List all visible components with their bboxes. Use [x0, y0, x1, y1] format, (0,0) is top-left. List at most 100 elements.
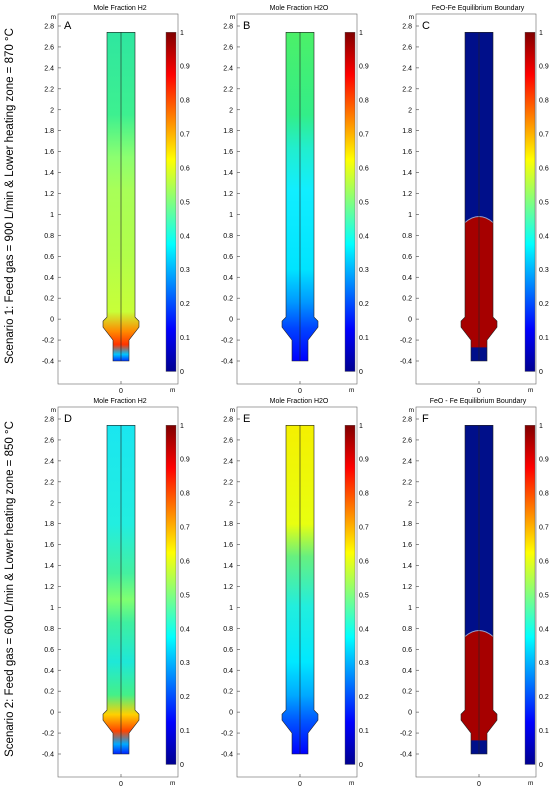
y-tick-label: 2.4	[44, 65, 54, 72]
panel-letter: E	[243, 413, 250, 425]
y-tick-label: 1.4	[223, 170, 233, 177]
y-tick-label: 0.2	[402, 296, 412, 303]
y-tick-label: 1.2	[223, 584, 233, 591]
colorbar-tick-label: 0.9	[539, 64, 549, 71]
y-tick-label: -0.2	[42, 731, 54, 738]
colorbar-tick-label: 1	[180, 423, 184, 430]
y-tick-label: 0.6	[44, 647, 54, 654]
y-tick-label: 0.4	[402, 275, 412, 282]
y-tick-label: 0.2	[44, 296, 54, 303]
y-tick-label: 2.8	[223, 24, 233, 31]
panel-letter: B	[243, 20, 250, 32]
colorbar-tick-label: 0.7	[180, 525, 190, 532]
y-tick-label: 0.2	[402, 689, 412, 696]
y-tick-label: 1.2	[44, 584, 54, 591]
y-tick-label: 1.4	[44, 170, 54, 177]
y-tick-label: 0.4	[223, 275, 233, 282]
colorbar-tick-label: 0.2	[539, 301, 549, 308]
y-unit-label: m	[409, 407, 414, 414]
axes-frame	[57, 13, 179, 385]
y-tick-label: 1.2	[402, 584, 412, 591]
y-tick-label: 2	[229, 107, 233, 114]
colorbar	[524, 425, 536, 765]
y-tick-label: -0.4	[221, 359, 233, 366]
y-tick-label: 2.2	[44, 86, 54, 93]
colorbar-tick-label: 0	[359, 762, 363, 769]
y-tick-label: -0.4	[42, 752, 54, 759]
x-unit-label: m	[528, 387, 533, 394]
y-tick-label: 1.8	[223, 128, 233, 135]
y-tick-label: 0	[50, 710, 54, 717]
y-tick-label: 2.6	[402, 44, 412, 51]
x-tick-label: 0	[298, 388, 302, 395]
colorbar-tick-label: 0.9	[539, 457, 549, 464]
y-tick-label: 2	[50, 107, 54, 114]
colorbar-tick-label: 0.7	[180, 132, 190, 139]
y-tick-label: 1	[50, 605, 54, 612]
y-tick-label: -0.4	[42, 359, 54, 366]
colorbar-tick-label: 0.9	[359, 457, 369, 464]
panel-b: Mole Fraction H2O Bm 2.8 2.6 2.4 2.2 2 1.8 1.6 1.…	[221, 5, 369, 395]
y-tick-label: 1.8	[402, 521, 412, 528]
y-tick-label: 0	[229, 710, 233, 717]
axes-frame	[236, 406, 358, 778]
y-tick-label: 0.8	[223, 626, 233, 633]
y-tick-label: 1.4	[402, 563, 412, 570]
colorbar-tick-label: 0.9	[180, 64, 190, 71]
colorbar-tick-label: 1	[539, 30, 543, 37]
colorbar-tick-label: 1	[359, 30, 363, 37]
colorbar	[344, 32, 356, 372]
y-tick-label: -0.2	[400, 731, 412, 738]
reactor-outline	[460, 31, 498, 362]
y-tick-label: 0	[50, 317, 54, 324]
colorbar-tick-label: 0	[539, 369, 543, 376]
colorbar-tick-label: 0.3	[539, 660, 549, 667]
colorbar-tick-label: 0.5	[539, 199, 549, 206]
colorbar-tick-label: 0.3	[539, 267, 549, 274]
axes-frame	[57, 406, 179, 778]
x-tick-label: 0	[119, 388, 123, 395]
colorbar-tick-label: 0.1	[539, 728, 549, 735]
colorbar-tick-label: 0.6	[180, 165, 190, 172]
colorbar-tick-label: 0.2	[180, 301, 190, 308]
y-tick-label: 1.2	[44, 191, 54, 198]
colorbar-tick-label: 0.8	[359, 98, 369, 105]
y-tick-label: 1.4	[223, 563, 233, 570]
y-tick-label: 2.4	[402, 65, 412, 72]
y-tick-label: 1.6	[44, 149, 54, 156]
y-tick-label: 2.2	[402, 479, 412, 486]
y-tick-label: 2	[50, 500, 54, 507]
panel-letter: F	[422, 413, 429, 425]
colorbar-tick-label: 0	[180, 369, 184, 376]
y-tick-label: 1.8	[44, 521, 54, 528]
y-unit-label: m	[51, 14, 56, 21]
y-tick-label: 2.4	[223, 65, 233, 72]
colorbar-tick-label: 0.4	[359, 626, 369, 633]
colorbar-tick-label: 0.4	[180, 626, 190, 633]
scenario-label: Scenario 1: Feed gas = 900 L/min & Lower…	[4, 28, 16, 364]
y-tick-label: 2.6	[223, 44, 233, 51]
y-tick-label: 1	[229, 212, 233, 219]
y-tick-label: 2	[229, 500, 233, 507]
colorbar-tick-label: 0.4	[359, 233, 369, 240]
axes-frame	[415, 406, 537, 778]
colorbar-tick-label: 0	[539, 762, 543, 769]
colorbar-tick-label: 0.8	[539, 98, 549, 105]
y-tick-label: 0.4	[44, 275, 54, 282]
y-tick-label: 0.6	[223, 647, 233, 654]
y-tick-label: 2	[408, 107, 412, 114]
y-tick-label: 1.6	[44, 542, 54, 549]
x-tick-label: 0	[477, 388, 481, 395]
y-tick-label: 0.8	[402, 233, 412, 240]
y-tick-label: 0.8	[402, 626, 412, 633]
colorbar-tick-label: 0.1	[180, 728, 190, 735]
colorbar-tick-label: 1	[180, 30, 184, 37]
y-tick-label: 1.6	[223, 149, 233, 156]
y-tick-label: 0	[408, 710, 412, 717]
colorbar-tick-label: 0	[180, 762, 184, 769]
colorbar-tick-label: 0.4	[539, 233, 549, 240]
x-tick-label: 0	[477, 781, 481, 788]
colorbar-tick-label: 0.6	[539, 165, 549, 172]
y-tick-label: 2.2	[223, 479, 233, 486]
